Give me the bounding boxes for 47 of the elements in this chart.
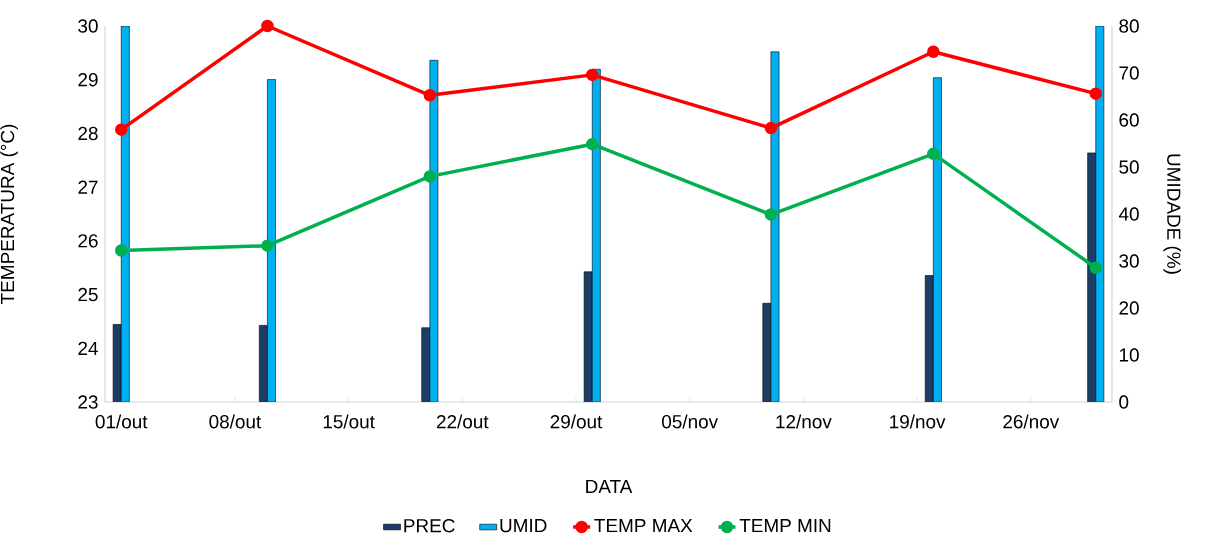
point xyxy=(423,89,437,102)
point xyxy=(764,208,778,221)
point xyxy=(114,123,128,136)
point xyxy=(1089,261,1102,274)
y-axis-title: TEMPERATURA (°C) xyxy=(0,124,18,304)
legend-label: UMID xyxy=(500,519,547,533)
x-tick-label: 05/nov xyxy=(662,414,719,429)
x-tick-label: 19/nov xyxy=(890,414,946,429)
point xyxy=(586,68,599,82)
x-tick-label: 01/out xyxy=(95,414,148,429)
legend-label: PREC xyxy=(404,518,455,533)
y2-tick-label: 80 xyxy=(1119,19,1139,33)
point xyxy=(1089,87,1102,100)
y-tick-label: 25 xyxy=(78,287,98,302)
point xyxy=(927,147,940,161)
point xyxy=(927,45,940,59)
y2-tick-label: 0 xyxy=(1119,395,1129,409)
y-tick-label: 29 xyxy=(78,73,98,87)
x-tick-label: 12/nov xyxy=(776,414,832,429)
point xyxy=(261,19,274,33)
y2-tick-label: 70 xyxy=(1119,66,1139,80)
y-tick-label: 30 xyxy=(78,19,98,33)
point xyxy=(114,244,128,257)
x-tick-label: 29/out xyxy=(550,414,603,429)
point xyxy=(423,170,437,183)
x-tick-label: 22/out xyxy=(436,414,489,429)
y2-tick-label: 30 xyxy=(1119,254,1139,268)
y-tick-label: 23 xyxy=(78,395,98,409)
y2-tick-label: 40 xyxy=(1118,207,1139,221)
y-tick-label: 28 xyxy=(78,126,98,141)
x-tick-label: 26/nov xyxy=(1003,414,1060,429)
y2-tick-label: 50 xyxy=(1119,160,1139,174)
legend-label: TEMP MIN xyxy=(739,519,831,533)
legend-label: TEMP MAX xyxy=(594,519,693,533)
x-axis-title: DATA xyxy=(586,479,633,493)
y-tick-label: 27 xyxy=(78,180,98,194)
y-tick-label: 24 xyxy=(78,341,98,355)
point xyxy=(764,121,778,135)
y2-tick-label: 60 xyxy=(1119,113,1139,127)
y2-tick-label: 10 xyxy=(1119,348,1139,362)
point xyxy=(586,137,599,151)
y2-axis-title: UMIDADE (%) xyxy=(1163,154,1182,274)
x-tick-label: 08/out xyxy=(209,414,262,429)
y2-tick-label: 20 xyxy=(1119,301,1139,315)
point xyxy=(261,239,274,252)
x-tick-label: 15/out xyxy=(323,414,375,429)
y-tick-label: 26 xyxy=(78,234,98,248)
